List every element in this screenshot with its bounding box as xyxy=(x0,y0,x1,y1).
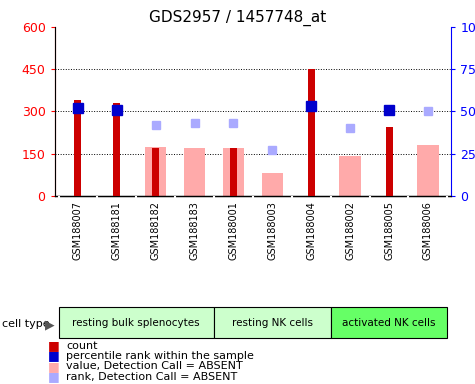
Bar xyxy=(152,148,159,196)
Text: value, Detection Call = ABSENT: value, Detection Call = ABSENT xyxy=(66,361,243,371)
Text: GSM188004: GSM188004 xyxy=(306,202,316,260)
Text: GSM188183: GSM188183 xyxy=(190,202,200,260)
Bar xyxy=(262,173,283,196)
Text: ■: ■ xyxy=(48,370,59,383)
Text: resting bulk splenocytes: resting bulk splenocytes xyxy=(73,318,200,328)
Text: cell type: cell type xyxy=(2,319,50,329)
Bar xyxy=(75,100,81,196)
Text: percentile rank within the sample: percentile rank within the sample xyxy=(66,351,255,361)
Text: GSM188005: GSM188005 xyxy=(384,202,394,260)
Text: GSM188003: GSM188003 xyxy=(267,202,277,260)
Text: GSM188182: GSM188182 xyxy=(151,202,161,260)
Text: ▶: ▶ xyxy=(45,318,54,331)
Text: GSM188007: GSM188007 xyxy=(73,202,83,260)
Bar xyxy=(145,147,166,196)
Bar xyxy=(184,148,205,196)
Text: ■: ■ xyxy=(48,339,59,352)
Text: GSM188006: GSM188006 xyxy=(423,202,433,260)
Text: ■: ■ xyxy=(48,349,59,362)
Bar xyxy=(214,307,331,338)
Text: activated NK cells: activated NK cells xyxy=(342,318,436,328)
Text: GSM188001: GSM188001 xyxy=(228,202,238,260)
Text: count: count xyxy=(66,341,98,351)
Text: GSM188181: GSM188181 xyxy=(112,202,122,260)
Bar xyxy=(308,69,315,196)
Bar xyxy=(331,307,447,338)
Text: resting NK cells: resting NK cells xyxy=(232,318,313,328)
Text: ■: ■ xyxy=(48,360,59,373)
Bar xyxy=(386,127,392,196)
Text: GDS2957 / 1457748_at: GDS2957 / 1457748_at xyxy=(149,10,326,26)
Bar xyxy=(230,148,237,196)
Bar xyxy=(114,103,120,196)
Text: GSM188002: GSM188002 xyxy=(345,202,355,260)
Text: rank, Detection Call = ABSENT: rank, Detection Call = ABSENT xyxy=(66,372,238,382)
Bar xyxy=(417,145,438,196)
Bar xyxy=(340,156,361,196)
Bar xyxy=(58,307,214,338)
Bar xyxy=(223,148,244,196)
